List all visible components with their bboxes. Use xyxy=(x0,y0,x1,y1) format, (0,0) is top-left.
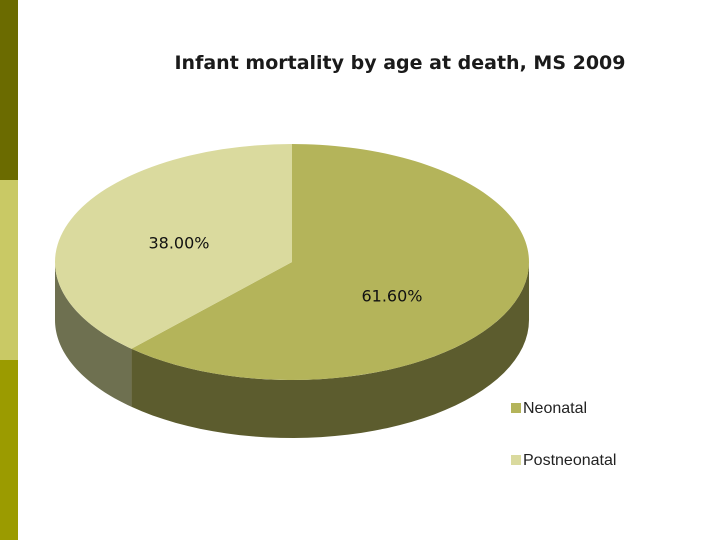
side-band-bottom xyxy=(0,360,18,540)
slice-neonatal xyxy=(131,144,529,380)
side-band-top xyxy=(0,0,18,180)
legend-item-neonatal: Neonatal xyxy=(511,400,587,418)
legend-swatch-neonatal xyxy=(511,403,521,413)
slice-postneonatal xyxy=(54,144,292,349)
data-label-postneonatal: 38.00% xyxy=(148,234,209,253)
slice-side-postneonatal xyxy=(55,262,132,407)
data-label-neonatal: 61.60% xyxy=(361,287,422,306)
legend-swatch-postneonatal xyxy=(511,455,521,465)
side-band-middle xyxy=(0,180,18,360)
legend-label-neonatal: Neonatal xyxy=(523,400,588,417)
chart-title: Infant mortality by age at death, MS 200… xyxy=(174,52,626,74)
legend-item-postneonatal: Postneonatal xyxy=(511,452,616,470)
legend-label-postneonatal: Postneonatal xyxy=(523,452,617,469)
slice-side-neonatal xyxy=(131,262,529,438)
